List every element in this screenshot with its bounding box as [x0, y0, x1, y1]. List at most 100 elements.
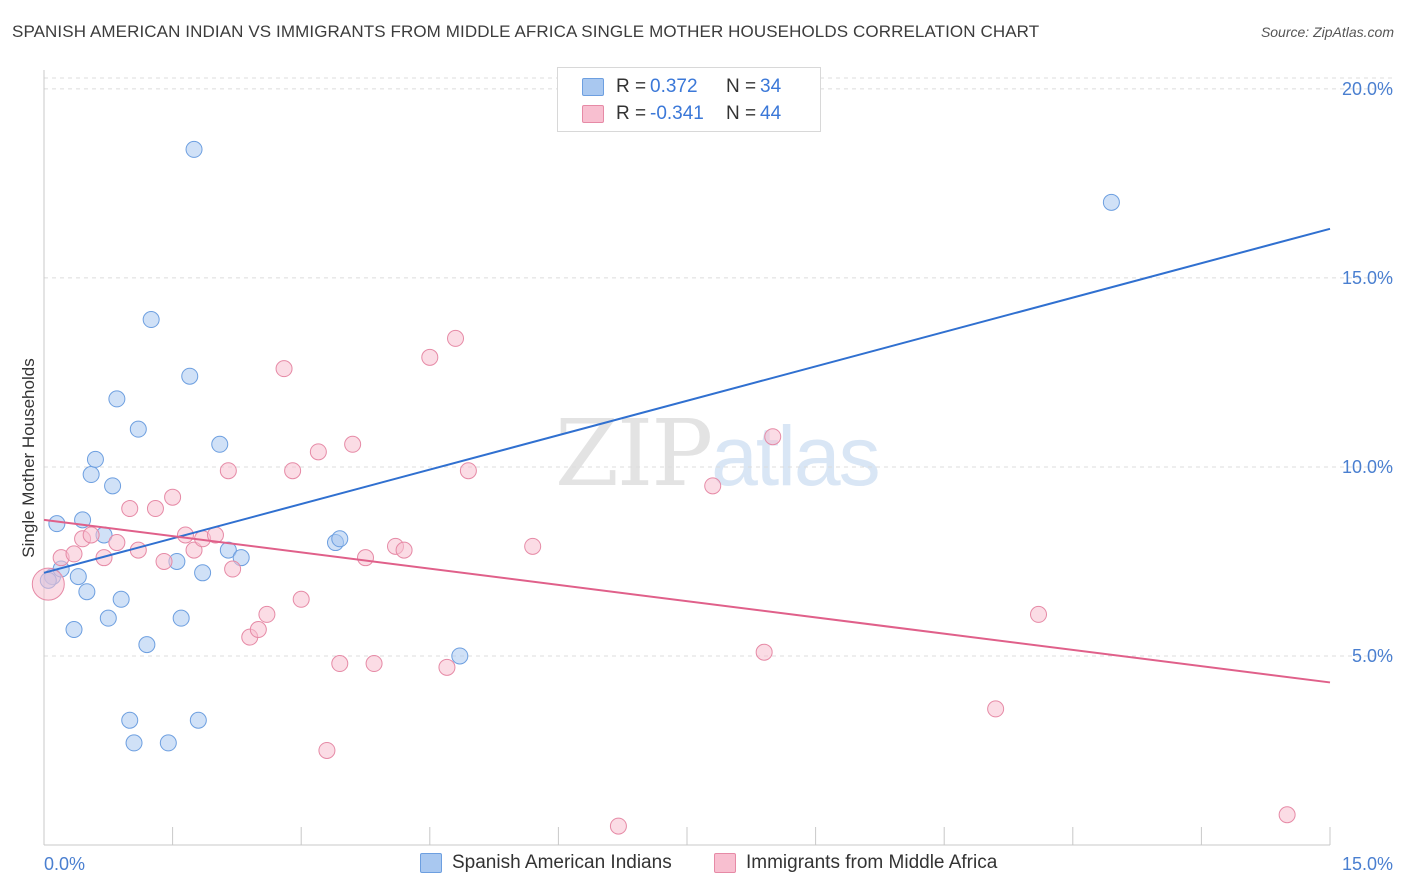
r-label: R =	[616, 76, 647, 97]
point-immigrants-middle-africa	[1278, 806, 1296, 824]
series-legend-item-spanish-american-indians[interactable]: Spanish American Indians	[420, 852, 672, 874]
n-value: 44	[760, 103, 782, 124]
x-tick-label: 0.0%	[44, 854, 85, 874]
series-legend: Spanish American Indians Immigrants from…	[0, 852, 1406, 876]
point-spanish-american-indians	[104, 477, 122, 495]
point-spanish-american-indians	[189, 711, 207, 729]
y-axis-label: Single Mother Households	[19, 358, 38, 557]
point-immigrants-middle-africa	[258, 605, 276, 623]
point-immigrants-middle-africa	[344, 435, 362, 453]
point-spanish-american-indians	[69, 568, 87, 586]
x-tick-label: 15.0%	[1342, 854, 1393, 874]
point-immigrants-middle-africa	[31, 567, 65, 601]
point-immigrants-middle-africa	[224, 560, 242, 578]
point-spanish-american-indians	[129, 420, 147, 438]
point-spanish-american-indians	[232, 549, 250, 567]
point-immigrants-middle-africa	[318, 741, 336, 759]
point-immigrants-middle-africa	[284, 462, 302, 480]
point-immigrants-middle-africa	[438, 658, 456, 676]
data-points	[31, 140, 1296, 835]
point-immigrants-middle-africa	[309, 443, 327, 461]
grid-lines	[44, 77, 1394, 657]
n-label: N =	[726, 76, 757, 97]
point-spanish-american-indians	[138, 636, 156, 654]
point-spanish-american-indians	[181, 367, 199, 385]
series-label: Spanish American Indians	[452, 852, 672, 873]
series-label: Immigrants from Middle Africa	[746, 852, 998, 873]
point-spanish-american-indians	[65, 621, 83, 639]
legend-row-spanish-american-indians: R = 0.372 N = 34	[582, 76, 781, 98]
legend-swatch-pink	[582, 105, 604, 123]
point-immigrants-middle-africa	[121, 500, 139, 518]
legend-swatch-blue	[582, 78, 604, 96]
point-spanish-american-indians	[194, 564, 212, 582]
point-spanish-american-indians	[86, 450, 104, 468]
point-spanish-american-indians	[172, 609, 190, 627]
point-immigrants-middle-africa	[357, 549, 374, 567]
point-immigrants-middle-africa	[755, 643, 773, 661]
point-spanish-american-indians	[1102, 193, 1120, 211]
y-tick-label: 5.0%	[1352, 646, 1393, 666]
series-legend-item-immigrants-middle-africa[interactable]: Immigrants from Middle Africa	[714, 852, 997, 874]
watermark: ZIPatlas	[555, 400, 881, 507]
y-tick-label: 20.0%	[1342, 79, 1393, 99]
point-immigrants-middle-africa	[987, 700, 1005, 718]
tick-labels: 5.0% 10.0% 15.0% 20.0% 0.0% 15.0% Single Mothe…	[19, 79, 1393, 874]
point-immigrants-middle-africa	[275, 360, 293, 378]
trend-line-immigrants-middle-africa	[43, 518, 1331, 684]
point-immigrants-middle-africa	[185, 541, 203, 559]
point-immigrants-middle-africa	[524, 537, 542, 555]
point-immigrants-middle-africa	[292, 590, 310, 608]
y-tick-label: 15.0%	[1342, 268, 1393, 288]
series-swatch-blue	[420, 853, 442, 873]
r-value: 0.372	[650, 76, 698, 97]
point-immigrants-middle-africa	[395, 541, 413, 559]
point-immigrants-middle-africa	[365, 655, 383, 673]
point-spanish-american-indians	[112, 590, 130, 608]
n-label: N =	[726, 103, 757, 124]
point-immigrants-middle-africa	[447, 329, 465, 347]
legend-row-immigrants-middle-africa: R = -0.341 N = 44	[582, 103, 781, 125]
point-immigrants-middle-africa	[146, 500, 164, 518]
point-immigrants-middle-africa	[1030, 605, 1048, 623]
watermark-atlas: atlas	[711, 409, 880, 503]
point-immigrants-middle-africa	[108, 534, 126, 552]
y-tick-label: 10.0%	[1342, 457, 1393, 477]
r-value: -0.341	[650, 103, 704, 124]
point-spanish-american-indians	[219, 541, 237, 559]
r-label: R =	[616, 103, 647, 124]
point-immigrants-middle-africa	[249, 621, 267, 639]
point-immigrants-middle-africa	[609, 817, 627, 835]
point-immigrants-middle-africa	[82, 526, 100, 544]
point-immigrants-middle-africa	[129, 541, 147, 559]
point-spanish-american-indians	[185, 140, 203, 158]
chart-title: SPANISH AMERICAN INDIAN VS IMMIGRANTS FR…	[12, 22, 1040, 41]
point-spanish-american-indians	[82, 466, 100, 484]
point-spanish-american-indians	[159, 734, 177, 752]
point-spanish-american-indians	[121, 711, 139, 729]
point-spanish-american-indians	[99, 609, 117, 627]
point-immigrants-middle-africa	[421, 348, 439, 366]
point-spanish-american-indians	[331, 530, 349, 548]
point-immigrants-middle-africa	[164, 488, 182, 506]
point-spanish-american-indians	[451, 647, 469, 665]
correlation-legend: R = 0.372 N = 34 R = -0.341 N = 44	[557, 67, 821, 132]
point-immigrants-middle-africa	[704, 477, 722, 495]
point-spanish-american-indians	[125, 734, 143, 752]
watermark-zip: ZIP	[555, 400, 713, 507]
point-immigrants-middle-africa	[219, 462, 237, 480]
point-spanish-american-indians	[48, 515, 66, 533]
n-value: 34	[760, 76, 782, 97]
point-spanish-american-indians	[142, 311, 160, 329]
axes	[43, 70, 1331, 846]
point-immigrants-middle-africa	[331, 655, 349, 673]
point-immigrants-middle-africa	[155, 552, 173, 570]
point-immigrants-middle-africa	[459, 462, 477, 480]
point-spanish-american-indians	[108, 390, 126, 408]
trend-line-spanish-american-indians	[43, 227, 1331, 574]
source-credit: Source: ZipAtlas.com	[1260, 24, 1394, 40]
point-immigrants-middle-africa	[65, 545, 83, 563]
point-spanish-american-indians	[211, 435, 229, 453]
point-immigrants-middle-africa	[764, 428, 782, 446]
